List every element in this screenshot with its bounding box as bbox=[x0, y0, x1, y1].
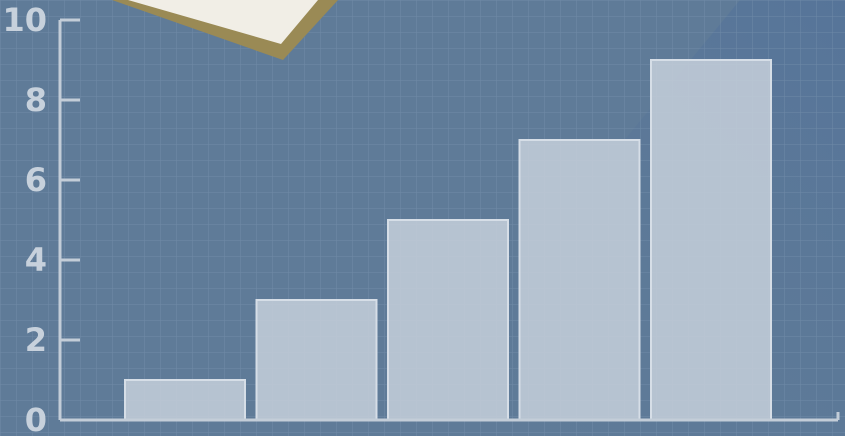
bar-3 bbox=[387, 219, 509, 421]
y-tick-label-2: 2 bbox=[25, 321, 47, 359]
bar-2 bbox=[255, 299, 378, 421]
y-tick-label-8: 8 bbox=[25, 81, 47, 119]
y-tick-label-4: 4 bbox=[25, 241, 47, 279]
sticky-note-paper bbox=[128, 0, 318, 44]
axes bbox=[58, 20, 840, 422]
y-tick-label-0: 0 bbox=[25, 401, 47, 436]
bar-5 bbox=[650, 59, 772, 421]
bar-4 bbox=[518, 139, 641, 421]
y-axis-ticks: 0 2 4 6 8 10 bbox=[2, 1, 80, 436]
bar-1 bbox=[124, 379, 246, 421]
sticky-note bbox=[112, 0, 338, 60]
y-tick-label-10: 10 bbox=[2, 1, 47, 39]
y-tick-label-6: 6 bbox=[25, 161, 47, 199]
